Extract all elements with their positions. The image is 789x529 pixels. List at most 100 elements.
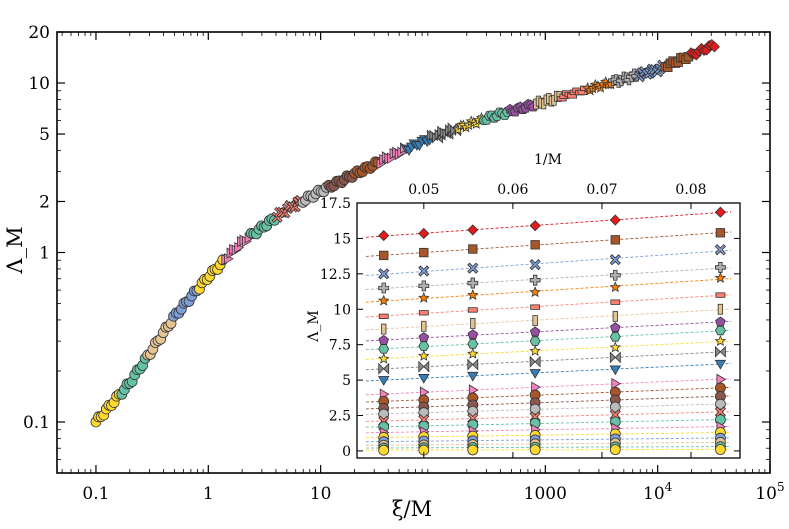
main-x-tick-label: 0.1 <box>82 484 109 504</box>
inset-data-point <box>467 371 479 382</box>
main-x-tick-label: 10 <box>310 484 332 504</box>
inset-fit-line <box>365 411 732 422</box>
inset-data-point <box>467 444 479 456</box>
inset-data-point <box>378 282 390 294</box>
inset-data-point <box>378 268 390 280</box>
inset-data-point <box>419 247 429 258</box>
inset-data-point <box>715 292 726 298</box>
main-y-tick-label: 5 <box>39 125 50 145</box>
main-x-tick-label: 1000 <box>524 484 567 504</box>
main-x-tick-label: 1 <box>203 484 214 504</box>
main-x-tick-label: 104 <box>643 480 673 504</box>
inset-data-point <box>611 377 622 390</box>
main-axis-ticks: 0.1 1 10 1000 104 105 0.1 1 2 5 10 20 <box>23 23 785 504</box>
inset-data-point <box>467 347 479 359</box>
inset-data-point <box>609 281 622 293</box>
inset-data-point <box>714 325 726 336</box>
inset-data-point <box>378 230 390 242</box>
inset-data-point <box>715 345 726 358</box>
inset-data-point <box>530 304 541 310</box>
inset-y-tick-label: 15 <box>333 231 351 247</box>
inset-data-point <box>418 360 430 373</box>
inset-data-point <box>377 352 390 364</box>
inset-data-point <box>609 444 621 456</box>
inset-data-point <box>377 294 390 306</box>
inset-data-point <box>715 444 726 455</box>
inset-data-point <box>467 307 478 313</box>
inset-y-axis-label: Λ_M <box>306 310 322 342</box>
main-y-tick-label: 0.1 <box>23 413 50 433</box>
inset-data-point <box>467 289 479 300</box>
inset-data-point <box>529 444 541 456</box>
inset-data-point <box>714 206 726 218</box>
main-y-tick-label: 2 <box>39 192 50 212</box>
inset-data-point <box>609 365 622 376</box>
inset-data-point <box>612 310 618 322</box>
inset-data-point <box>610 322 621 333</box>
inset-y-tick-label: 10 <box>333 302 351 318</box>
inset-data-point <box>609 269 621 281</box>
inset-data-point <box>609 214 621 226</box>
inset-data-point <box>609 401 621 413</box>
inset-data-point <box>467 329 479 340</box>
inset-x-tick-label: 0.07 <box>586 182 617 198</box>
inset-data-point <box>418 310 429 316</box>
inset-data-point <box>529 326 541 337</box>
inset-data-point <box>418 280 430 292</box>
inset-data-point <box>532 315 538 326</box>
main-collapse-markers <box>90 39 720 428</box>
inset-x-tick-label: 0.05 <box>408 182 439 198</box>
inset-y-tick-label: 12.5 <box>320 267 351 283</box>
inset-data-point <box>467 358 479 371</box>
inset-data-point <box>418 349 430 361</box>
inset-plot-frame <box>356 202 741 459</box>
main-y-tick-label: 20 <box>28 23 50 43</box>
inset-data-point <box>717 303 724 315</box>
inset-data-point <box>530 240 540 250</box>
inset-data-point <box>421 320 427 332</box>
inset-data-point <box>418 341 430 351</box>
inset-axis-ticks: 0.05 0.06 0.07 0.08 0 2.5 5 7.5 10 12.5 15 17.5 <box>320 182 740 460</box>
inset-data-point <box>529 355 541 368</box>
inset-data-point <box>418 374 430 384</box>
inset-data-point <box>610 299 621 305</box>
inset-fit-line <box>365 249 732 276</box>
main-x-axis-label: ξ/M <box>392 497 432 521</box>
inset-x-tick-label: 0.08 <box>675 182 706 198</box>
inset-data-markers <box>377 206 727 456</box>
inset-data-point <box>467 224 479 236</box>
inset-data-point <box>467 339 479 349</box>
inset-data-point <box>418 265 430 277</box>
inset-fit-line <box>365 308 732 331</box>
main-y-tick-label: 10 <box>28 74 50 94</box>
inset-data-point <box>467 277 479 289</box>
inset-data-point <box>378 444 390 456</box>
inset-data-point <box>609 254 621 266</box>
inset-data-point <box>381 323 387 335</box>
inset-data-point <box>468 244 478 254</box>
inset-data-point <box>714 359 727 370</box>
inset-data-point <box>378 313 389 319</box>
inset-data-point <box>716 373 727 386</box>
inset-data-point <box>610 235 620 245</box>
inset-data-point <box>529 220 541 232</box>
inset-data-point <box>529 403 541 415</box>
inset-data-point <box>470 318 476 329</box>
inset-data-point <box>378 376 390 386</box>
inset-data-point <box>714 335 727 347</box>
main-x-tick-label: 105 <box>755 480 784 504</box>
inset-y-tick-label: 0 <box>342 444 351 460</box>
main-collapse-point <box>708 41 720 53</box>
inset-data-point <box>714 244 726 256</box>
inset-data-point <box>529 369 541 379</box>
inset-data-point <box>418 227 430 240</box>
inset-data-point <box>609 351 621 364</box>
inset-data-point <box>529 286 541 298</box>
inset-data-point <box>378 344 390 354</box>
inset-data-point <box>714 406 726 418</box>
inset-x-axis-label: 1/M <box>534 152 562 168</box>
inset-data-point <box>715 262 726 273</box>
main-y-tick-label: 1 <box>39 244 50 264</box>
inset-data-point <box>529 259 541 271</box>
